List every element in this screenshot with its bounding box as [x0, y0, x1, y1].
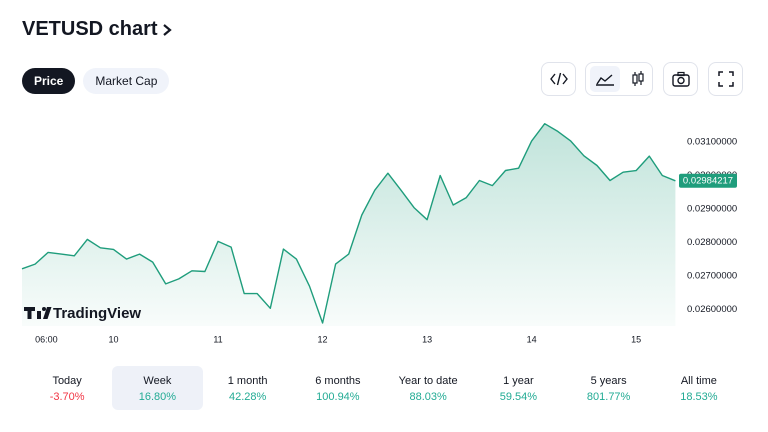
x-tick-label: 06:00	[35, 334, 58, 344]
period-label: Today	[52, 375, 82, 387]
watermark-logo-slash	[43, 307, 52, 319]
camera-icon	[671, 71, 690, 87]
fullscreen-button[interactable]	[708, 62, 743, 96]
period-label: All time	[680, 375, 717, 387]
embed-button[interactable]	[541, 62, 576, 96]
y-tick-label: 0.03100000	[687, 137, 737, 148]
period-label: Week	[143, 375, 172, 387]
y-tick-label: 0.02700000	[687, 270, 737, 281]
y-tick-label: 0.02600000	[687, 304, 737, 315]
period-label: 1 year	[503, 375, 534, 387]
candle-style-button[interactable]	[628, 69, 648, 89]
period[interactable]: Week 16.80%	[112, 366, 203, 410]
period[interactable]: 5 years 801.77%	[564, 366, 654, 410]
fullscreen-icon	[717, 71, 734, 87]
period-label: 6 months	[315, 375, 361, 387]
x-tick-label: 15	[631, 334, 641, 344]
price-line	[21, 123, 676, 324]
chevron-icon[interactable]	[162, 22, 172, 38]
period[interactable]: 1 month 42.28%	[203, 366, 293, 410]
period-label: 1 month	[227, 375, 268, 387]
period[interactable]: All time 18.53%	[654, 366, 744, 410]
tab-bar: Price Market Cap	[22, 68, 170, 94]
last-price-tag	[679, 173, 737, 188]
period-label: Year to date	[398, 375, 458, 387]
period[interactable]: Today -3.70%	[22, 366, 112, 410]
period-change: 18.53%	[680, 391, 718, 403]
last-price-label: 0.02984217	[683, 175, 733, 186]
y-tick-label: 0.02900000	[687, 203, 737, 214]
x-tick-label: 13	[422, 334, 432, 344]
snapshot-button[interactable]	[663, 62, 698, 96]
period[interactable]: 6 months 100.94%	[293, 366, 383, 410]
tab[interactable]: Market Cap	[83, 68, 170, 94]
area-style-button[interactable]	[590, 66, 620, 92]
x-tick-label: 11	[213, 334, 222, 344]
period-change: 42.28%	[228, 391, 267, 403]
header: VETUSD chart	[22, 18, 172, 41]
period-label: 5 years	[590, 375, 627, 387]
x-tick-label: 12	[318, 334, 328, 344]
period[interactable]: Year to date 88.03%	[383, 366, 473, 410]
area-fill	[22, 123, 676, 326]
watermark-text: TradingView	[53, 305, 141, 322]
chart: TradingView 0.02600000 0.02700000 0.028000…	[21, 123, 737, 344]
period-change: 59.54%	[499, 391, 538, 403]
period-change: 100.94%	[316, 391, 360, 403]
x-tick-label: 10	[108, 334, 118, 344]
watermark-logo-dot	[42, 307, 46, 311]
y-tick-label: 0.02800000	[687, 237, 737, 248]
period-change: 801.77%	[586, 391, 631, 403]
code-icon	[549, 72, 568, 86]
period[interactable]: 1 year 59.54%	[473, 366, 563, 410]
period-change: -3.70%	[49, 391, 85, 403]
title: VETUSD chart	[22, 18, 158, 40]
watermark-logo	[24, 307, 41, 319]
watermark: TradingView	[24, 305, 141, 322]
x-tick-label: 14	[527, 334, 537, 344]
period-stats: Today -3.70% Week 16.80% 1 month 42.28% 6 mont…	[22, 366, 744, 410]
chart-style-group	[585, 62, 653, 96]
period-change: 16.80%	[138, 391, 177, 403]
tab[interactable]: Price	[22, 68, 76, 94]
period-change: 88.03%	[409, 391, 447, 403]
